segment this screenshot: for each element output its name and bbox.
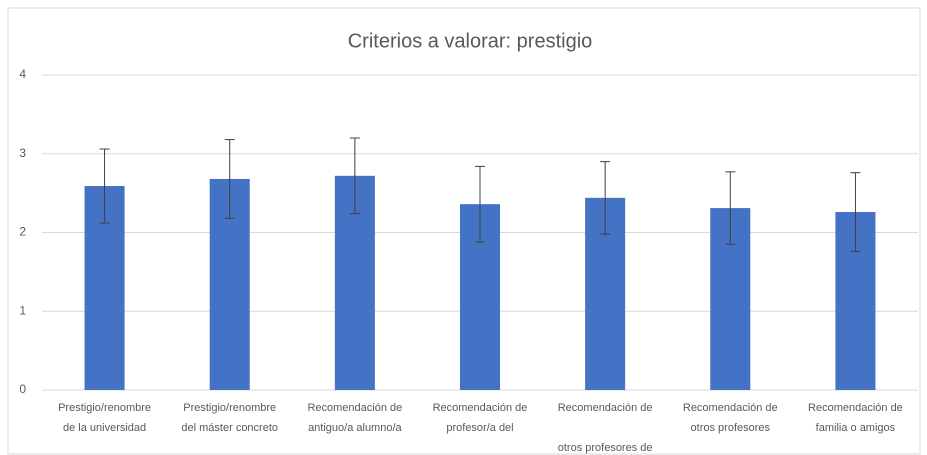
error-bar (600, 161, 611, 235)
chart-title: Criterios a valorar: prestigio (348, 30, 593, 52)
x-tick-label-box: Recomendación de otros profesores (682, 402, 778, 434)
x-tick-label-box: Recomendación de antiguo/a alumno/a (307, 402, 403, 434)
x-tick-label-box: Recomendación de otros profesores de (557, 402, 653, 454)
error-bar (725, 171, 736, 245)
x-tick-label: Recomendación de otros profesores (682, 402, 778, 434)
y-tick-label: 1 (19, 303, 26, 317)
x-tick-label-box: Prestigio/renombre del máster concreto (181, 402, 279, 434)
x-tick-label-box: Recomendación de familia o amigos (808, 402, 903, 434)
y-tick-label: 0 (19, 382, 26, 396)
error-bar (349, 137, 360, 215)
x-tick-label-box: Prestigio/renombre de la universidad (58, 402, 152, 434)
x-tick-label: Prestigio/renombre del máster concreto (181, 402, 279, 434)
y-tick-label: 4 (19, 67, 26, 81)
x-tick-label-box: Recomendación de profesor/a del (432, 402, 528, 434)
x-tick-label: Prestigio/renombre de la universidad (58, 402, 152, 434)
x-tick-label: Recomendación de otros profesores de (557, 402, 653, 454)
error-bar (224, 139, 235, 219)
x-tick-label: Recomendación de profesor/a del (432, 402, 528, 434)
error-bar (99, 148, 110, 224)
y-tick-label: 2 (19, 225, 26, 239)
x-tick-label: Recomendación de antiguo/a alumno/a (307, 402, 403, 434)
error-bar (475, 165, 485, 243)
y-tick-label: 3 (19, 146, 26, 160)
error-bar (850, 172, 861, 252)
x-tick-label: Recomendación de familia o amigos (808, 402, 903, 434)
